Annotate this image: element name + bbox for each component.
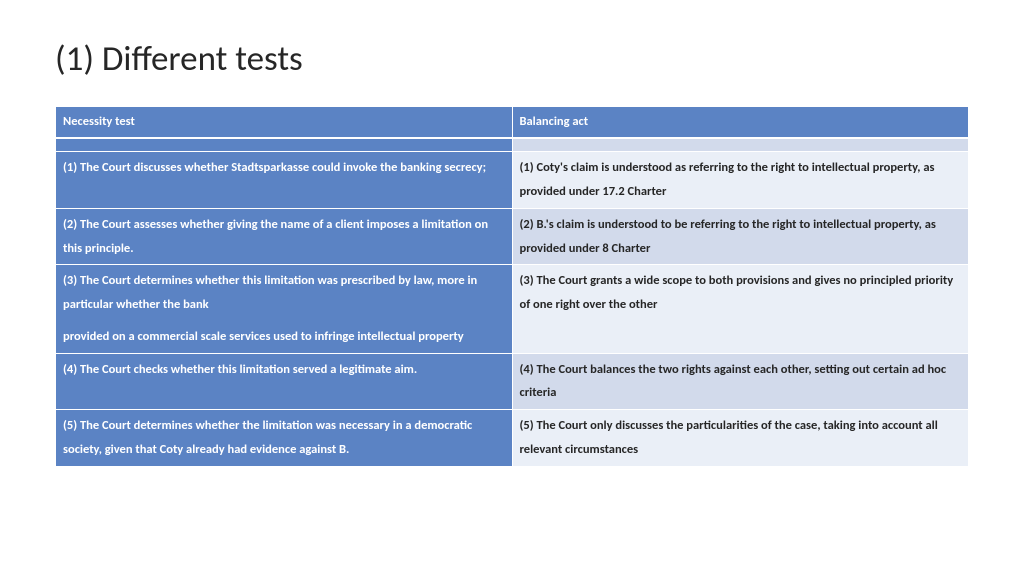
cell-left: (5) The Court determines whether the lim…	[56, 410, 513, 467]
cell-left-part-a: (3) The Court determines whether this li…	[63, 273, 477, 312]
table-row: (5) The Court determines whether the lim…	[56, 410, 969, 467]
table-row: (2) The Court assesses whether giving th…	[56, 208, 969, 265]
cell-left: (1) The Court discusses whether Stadtspa…	[56, 152, 513, 209]
cell-left: (3) The Court determines whether this li…	[56, 265, 513, 353]
cell-left: (4) The Court checks whether this limita…	[56, 353, 513, 410]
spacer	[63, 317, 505, 325]
table-row: (1) The Court discusses whether Stadtspa…	[56, 152, 969, 209]
cell-right: (3) The Court grants a wide scope to bot…	[512, 265, 969, 353]
blank-cell-right	[512, 138, 969, 152]
comparison-table: Necessity test Balancing act (1) The Cou…	[55, 106, 969, 467]
col-header-left: Necessity test	[56, 107, 513, 138]
col-header-right: Balancing act	[512, 107, 969, 138]
cell-right: (4) The Court balances the two rights ag…	[512, 353, 969, 410]
table-row: (3) The Court determines whether this li…	[56, 265, 969, 353]
cell-right: (1) Coty's claim is understood as referr…	[512, 152, 969, 209]
cell-left: (2) The Court assesses whether giving th…	[56, 208, 513, 265]
slide: (1) Different tests Necessity test Balan…	[0, 0, 1024, 487]
table-row: (4) The Court checks whether this limita…	[56, 353, 969, 410]
cell-right: (5) The Court only discusses the particu…	[512, 410, 969, 467]
cell-left-part-b: provided on a commercial scale services …	[63, 329, 464, 344]
slide-title: (1) Different tests	[55, 38, 969, 80]
table-blank-row	[56, 138, 969, 152]
blank-cell-left	[56, 138, 513, 152]
table-header-row: Necessity test Balancing act	[56, 107, 969, 138]
cell-right: (2) B.'s claim is understood to be refer…	[512, 208, 969, 265]
